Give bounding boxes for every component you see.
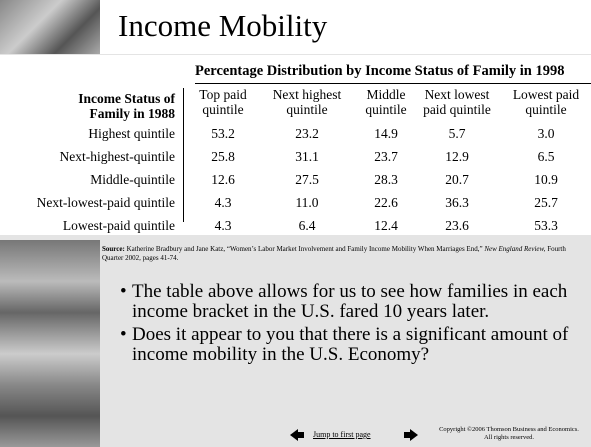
cell: 5.7 xyxy=(448,126,466,141)
cell: 25.8 xyxy=(211,149,235,164)
cell: 31.1 xyxy=(295,149,319,164)
side-image xyxy=(0,240,100,447)
bullet-list: • The table above allows for us to see ho… xyxy=(120,282,590,368)
column-header: Lowest paid quintile xyxy=(512,87,580,117)
row-label: Next-highest-quintile xyxy=(59,149,175,164)
cell: 22.6 xyxy=(374,195,398,210)
row-label: Lowest-paid quintile xyxy=(62,218,175,233)
cell: 20.7 xyxy=(445,172,469,187)
cell: 4.3 xyxy=(214,195,232,210)
row-label: Next-lowest-paid quintile xyxy=(36,195,175,210)
cell: 3.0 xyxy=(537,126,555,141)
source-text: Fourth Quarter 2002, pages 41-74. xyxy=(102,245,566,262)
cell: 10.9 xyxy=(534,172,558,187)
bullet-marker: • xyxy=(120,281,127,302)
table-panel xyxy=(0,55,591,235)
title: Income Mobility xyxy=(118,8,328,43)
row-label: Middle-quintile xyxy=(90,172,175,187)
source-journal: New England Review, xyxy=(484,245,546,253)
cell: 23.2 xyxy=(295,126,319,141)
column-header: Next highest quintile xyxy=(272,87,342,117)
cell: 36.3 xyxy=(445,195,469,210)
caption-rule xyxy=(195,83,591,84)
bullet-text: The table above allows for us to see how… xyxy=(132,281,568,322)
source-text: Katherine Bradbury and Jane Katz, “Women… xyxy=(126,245,483,253)
cell: 53.2 xyxy=(211,126,235,141)
column-rule xyxy=(183,88,184,222)
row-header: Income Status of Family in 1988 xyxy=(78,91,175,121)
row-label: Highest quintile xyxy=(88,126,175,141)
column-header: Next lowest paid quintile xyxy=(423,87,491,117)
column-header: Middle quintile xyxy=(365,87,407,117)
source: Source: Katherine Bradbury and Jane Katz… xyxy=(102,245,588,262)
cell: 6.5 xyxy=(537,149,555,164)
bullet-text: Does it appear to you that there is a si… xyxy=(132,324,569,365)
bullet-marker: • xyxy=(120,324,127,345)
source-label: Source: xyxy=(102,245,125,253)
copyright: Copyright ©2006 Thomson Business and Eco… xyxy=(439,426,579,441)
nav-arrows xyxy=(290,429,418,441)
cell: 27.5 xyxy=(295,172,319,187)
cell: 12.9 xyxy=(445,149,469,164)
title-band xyxy=(100,0,591,54)
table-caption: Percentage Distribution by Income Status… xyxy=(195,63,565,79)
cell: 23.6 xyxy=(445,218,469,233)
cell: 12.4 xyxy=(374,218,398,233)
cell: 53.3 xyxy=(534,218,558,233)
cell: 11.0 xyxy=(295,195,319,210)
cell: 25.7 xyxy=(534,195,558,210)
bullet: • The table above allows for us to see ho… xyxy=(120,282,590,322)
cell: 28.3 xyxy=(374,172,398,187)
first-page-link[interactable]: Jump to first page xyxy=(313,430,371,439)
header-image xyxy=(0,0,100,54)
column-header: Top paid quintile xyxy=(199,87,247,117)
cell: 4.3 xyxy=(214,218,232,233)
cell: 12.6 xyxy=(211,172,235,187)
bullet: • Does it appear to you that there is a s… xyxy=(120,325,590,365)
cell: 23.7 xyxy=(374,149,398,164)
cell: 14.9 xyxy=(374,126,398,141)
cell: 6.4 xyxy=(298,218,316,233)
